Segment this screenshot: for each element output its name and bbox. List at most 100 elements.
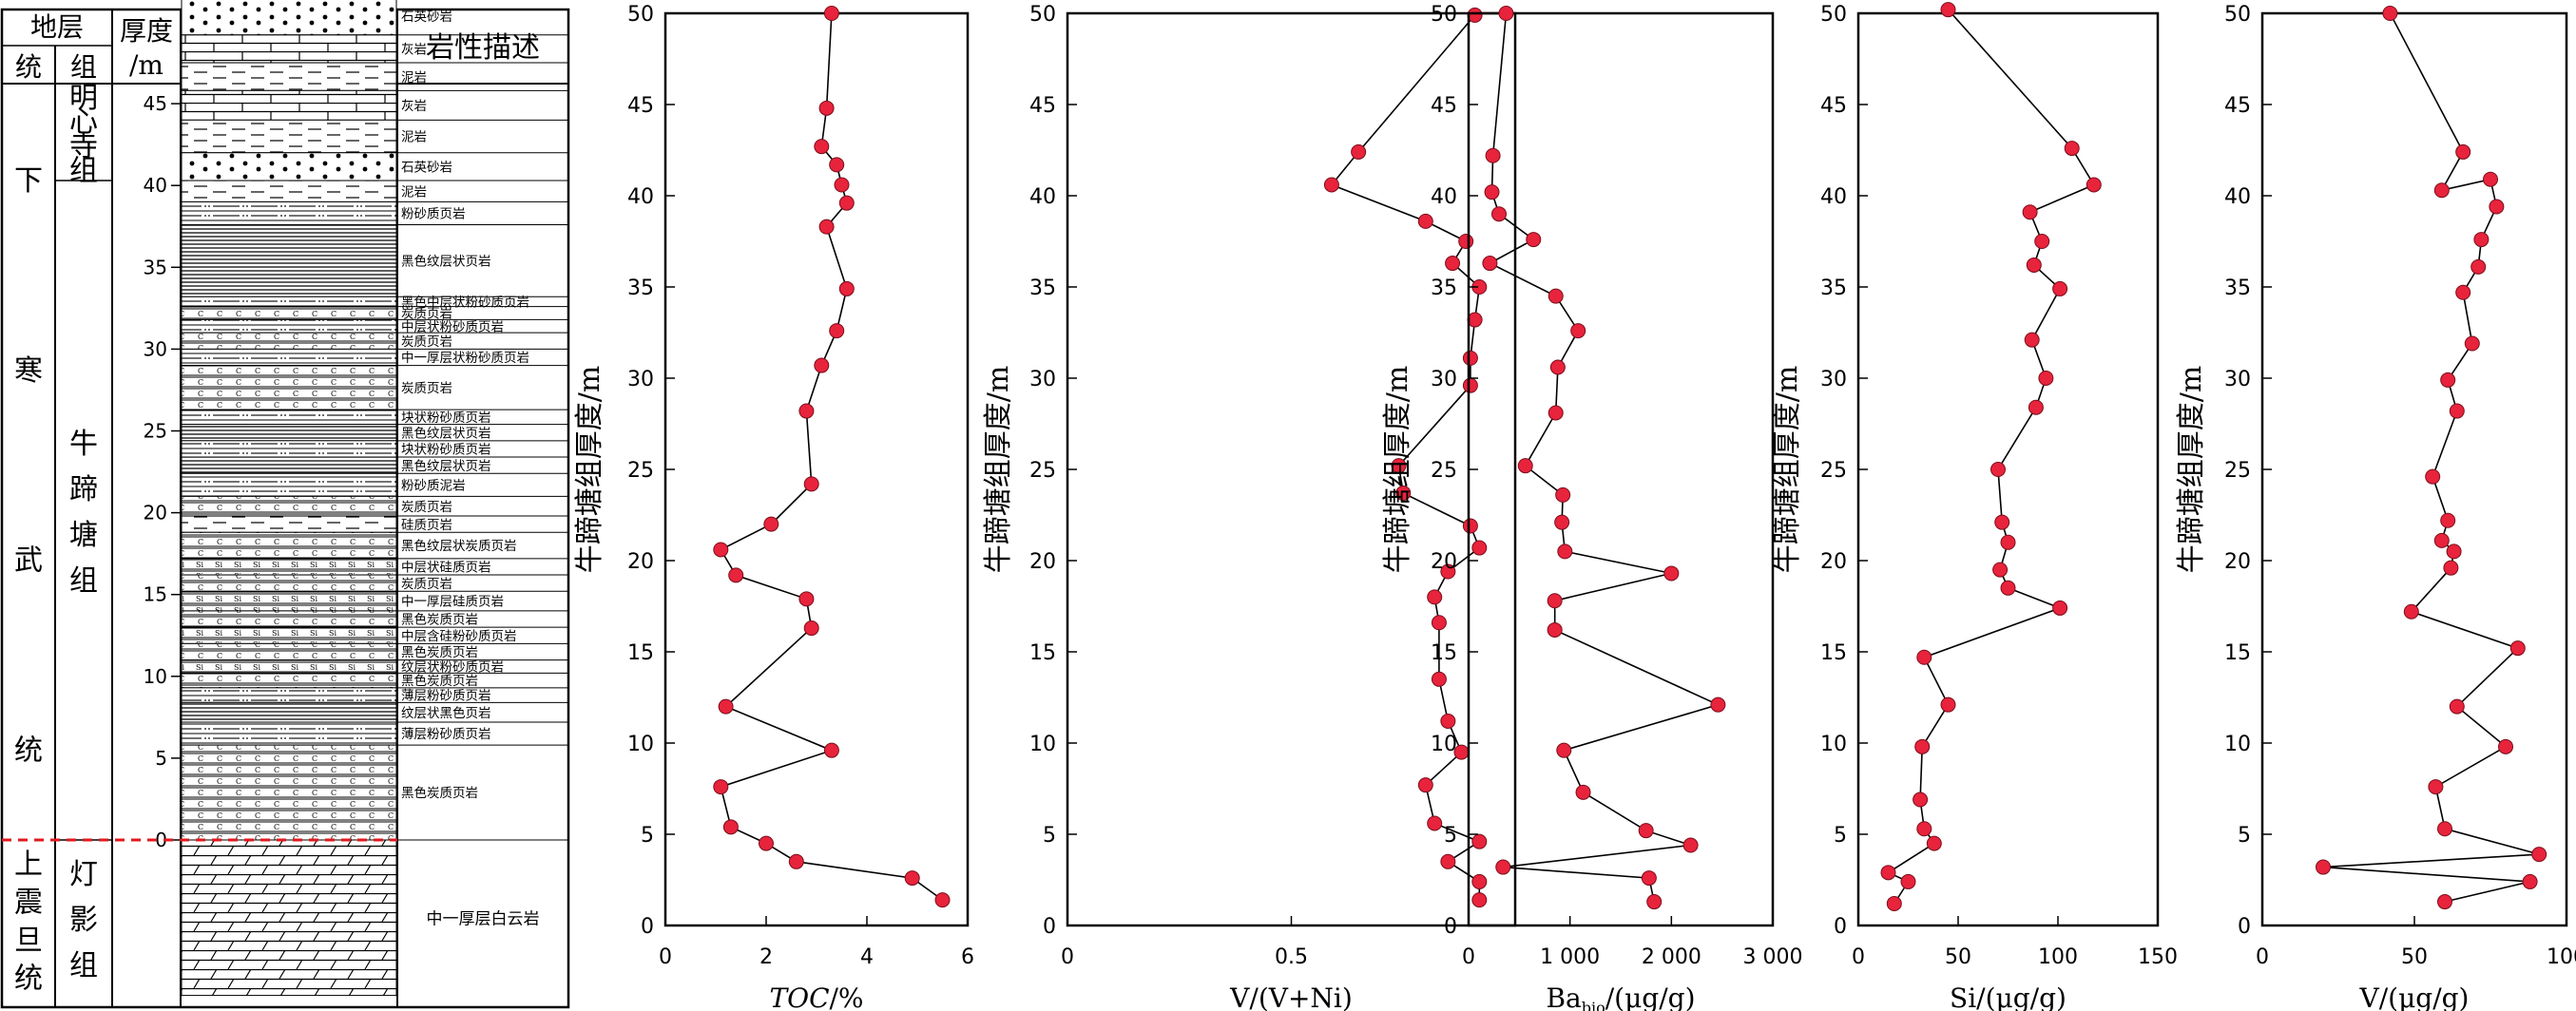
- data-point: [2455, 284, 2471, 300]
- y-tick-label: 10: [2224, 733, 2251, 756]
- y-tick-label: 40: [2224, 185, 2251, 209]
- y-tick-label: 0: [2238, 915, 2251, 939]
- data-point: [1554, 514, 1570, 530]
- data-point: [718, 698, 734, 715]
- lithology-description: 炭质页岩: [401, 500, 452, 515]
- thickness-tick-label: 5: [155, 747, 167, 770]
- data-point: [2489, 199, 2505, 215]
- data-point: [1485, 147, 1501, 163]
- series-name-char: 统: [14, 734, 43, 768]
- series-name-char: 震: [14, 886, 43, 919]
- data-point: [2433, 182, 2450, 199]
- y-tick-label: 50: [2224, 3, 2251, 27]
- lithology-layer: [181, 839, 397, 997]
- data-point: [1467, 7, 1483, 23]
- y-tick-label: 50: [1431, 3, 1457, 27]
- header-thickness: 厚度: [120, 15, 173, 47]
- plot-frame: [1856, 11, 2160, 927]
- data-point: [814, 357, 830, 373]
- series-line: [1886, 9, 2095, 905]
- data-point: [2026, 257, 2042, 273]
- lithology-layer: [181, 306, 397, 320]
- lithology-description: 泥岩: [401, 70, 427, 86]
- data-point: [1517, 458, 1533, 474]
- thickness-tick-label: 40: [144, 174, 167, 197]
- formation-name-char: 寺: [69, 130, 98, 163]
- data-point: [722, 819, 739, 835]
- data-point: [2000, 534, 2016, 550]
- lithology-layer: [181, 318, 397, 334]
- data-point: [1471, 540, 1488, 556]
- series-line: [2322, 12, 2540, 903]
- data-point: [728, 567, 744, 583]
- data-point: [1498, 6, 1514, 21]
- data-point: [1431, 615, 1447, 631]
- y-tick-label: 30: [1029, 368, 1056, 391]
- data-point: [2446, 544, 2462, 560]
- header-description: 岩性描述: [426, 31, 540, 65]
- thickness-tick-label: 20: [144, 502, 167, 525]
- data-point: [1914, 738, 1931, 754]
- data-point: [1556, 742, 1572, 758]
- data-point: [934, 892, 951, 908]
- data-point: [1427, 589, 1443, 605]
- lithology-description: 中层状硅质页岩: [401, 561, 491, 576]
- x-axis-label: V/(V+Ni): [1229, 982, 1353, 1011]
- data-point: [834, 177, 850, 193]
- lithology-layer: [181, 332, 397, 350]
- y-tick-label: 5: [2238, 824, 2251, 848]
- x-tick-label: 6: [961, 945, 974, 969]
- y-axis-label: 牛蹄塘组厚度/m: [1771, 366, 1804, 574]
- data-point: [1471, 892, 1488, 908]
- data-point: [1555, 486, 1571, 503]
- data-point: [1646, 894, 1663, 910]
- lithology-description: 硅质页岩: [401, 518, 452, 533]
- data-point: [1548, 288, 1564, 304]
- series-name-char: 上: [14, 848, 43, 881]
- series-name-char: 武: [14, 544, 43, 578]
- data-point: [1417, 777, 1433, 793]
- data-point: [814, 139, 830, 155]
- data-point: [798, 591, 815, 607]
- data-point: [2034, 234, 2050, 249]
- data-point: [2052, 280, 2068, 296]
- data-point: [1440, 563, 1456, 580]
- data-point: [1462, 350, 1478, 366]
- formation-name-char: 组: [69, 154, 98, 187]
- data-point: [2522, 873, 2538, 889]
- formation-name-char: 组: [69, 949, 98, 982]
- lithology-layer: [181, 642, 397, 661]
- lithology-layer: [181, 531, 397, 560]
- x-tick-label: 2 000: [1642, 945, 1701, 969]
- data-point: [2425, 468, 2441, 485]
- x-axis-label: TOC/%: [769, 982, 863, 1011]
- lithology-layer: [181, 296, 397, 308]
- data-point: [2473, 232, 2489, 248]
- lithology-layer: [181, 626, 397, 644]
- data-point: [1417, 213, 1433, 229]
- data-point: [838, 280, 855, 296]
- x-tick-label: 0.5: [1275, 945, 1308, 969]
- lithology-description: 中层含硅粉砂质页岩: [401, 629, 517, 644]
- data-point: [2455, 143, 2471, 160]
- y-tick-label: 45: [1431, 94, 1457, 118]
- series-name-char: 下: [14, 164, 43, 198]
- lithology-description: 石英砂岩: [401, 9, 452, 25]
- data-point: [2028, 399, 2044, 415]
- formation-name-char: 组: [69, 564, 98, 598]
- data-point: [2449, 698, 2465, 715]
- x-tick-label: 0: [1061, 945, 1074, 969]
- y-tick-label: 25: [1820, 459, 1847, 483]
- lithology-description: 灰岩: [401, 43, 427, 58]
- lithology-description: 粉砂质页岩: [401, 207, 466, 222]
- data-point: [1549, 359, 1566, 375]
- lithology-description: 石英砂岩: [401, 160, 452, 176]
- y-tick-label: 5: [1043, 824, 1056, 848]
- data-point: [1471, 873, 1488, 889]
- y-tick-label: 50: [1029, 3, 1056, 27]
- data-point: [1445, 256, 1461, 272]
- data-point: [2464, 335, 2480, 352]
- y-tick-label: 10: [1820, 733, 1847, 756]
- series-name-char: 寒: [14, 354, 43, 388]
